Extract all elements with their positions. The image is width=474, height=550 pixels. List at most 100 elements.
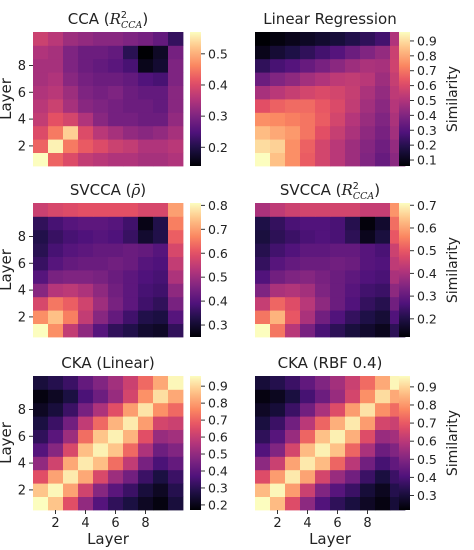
- heatmap-cell: [123, 310, 139, 324]
- heatmap-cell: [330, 376, 346, 390]
- heatmap-cell: [123, 32, 139, 46]
- heatmap-cell: [33, 72, 49, 86]
- heatmap-cell: [330, 32, 346, 46]
- heatmap-cell: [375, 376, 391, 390]
- heatmap-cell: [285, 72, 301, 86]
- heatmap-cell: [270, 296, 286, 311]
- heatmap-cell: [108, 270, 124, 284]
- heatmap-cell: [300, 152, 316, 167]
- heatmap-cell: [285, 216, 301, 231]
- heatmap-cell: [375, 496, 391, 511]
- heatmap-cell: [315, 270, 331, 284]
- heatmap-cell: [285, 229, 301, 244]
- heatmap-cell: [360, 45, 376, 60]
- heatmap-cell: [78, 152, 94, 167]
- colorbar-tick-label: 0.4: [208, 294, 228, 309]
- heatmap-cell: [108, 216, 124, 231]
- heatmap-cell: [168, 216, 184, 231]
- heatmap-cell: [138, 296, 154, 311]
- heatmap-cell: [123, 152, 139, 167]
- heatmap-cell: [93, 72, 109, 86]
- heatmap-cell: [48, 139, 64, 153]
- y-tick-label: 2: [18, 483, 26, 498]
- colorbar-label: Similarity: [445, 66, 461, 132]
- heatmap-cell: [63, 483, 79, 497]
- heatmap-cell: [48, 99, 64, 113]
- heatmap-cell: [108, 389, 124, 404]
- colorbar-tick-label: 0.6: [208, 246, 228, 261]
- heatmap-cell: [93, 323, 109, 338]
- heatmap-cell: [33, 99, 49, 113]
- heatmap-cell: [108, 45, 124, 60]
- heatmap-cell: [63, 443, 79, 457]
- heatmap-cell: [375, 443, 391, 457]
- heatmap-cell: [48, 45, 64, 60]
- heatmap-cell: [300, 496, 316, 511]
- heatmap-cell: [375, 32, 391, 46]
- heatmap-cell: [330, 443, 346, 457]
- heatmap-cell: [48, 429, 64, 444]
- heatmap-cell: [285, 443, 301, 457]
- heatmap-cell: [153, 243, 169, 257]
- heatmap-cell: [360, 310, 376, 324]
- heatmap-cell: [33, 376, 49, 390]
- heatmap-cell: [93, 270, 109, 284]
- heatmap-cell: [300, 483, 316, 497]
- heatmap-cell: [315, 376, 331, 390]
- heatmap-panel-2: Linear Regression0.10.20.30.40.50.60.70.…: [255, 10, 461, 168]
- heatmap-cell: [270, 416, 286, 430]
- heatmap-cell: [330, 85, 346, 100]
- heatmap-cell: [375, 469, 391, 484]
- heatmap-cell: [345, 32, 361, 46]
- heatmap-cell: [63, 112, 79, 127]
- heatmap-cell: [93, 32, 109, 46]
- x-tick-label: 2: [273, 516, 281, 531]
- heatmap-cell: [108, 256, 124, 271]
- heatmap-cell: [48, 58, 64, 73]
- heatmap-cell: [330, 139, 346, 153]
- heatmap-cell: [78, 389, 94, 404]
- x-axis-label: Layer: [309, 530, 352, 548]
- heatmap-cell: [108, 203, 124, 217]
- heatmap-cell: [360, 216, 376, 231]
- heatmap-cell: [300, 139, 316, 153]
- heatmap-cell: [33, 152, 49, 167]
- x-axis-label: Layer: [87, 530, 130, 548]
- heatmap-cell: [108, 323, 124, 338]
- heatmap-cell: [330, 58, 346, 73]
- heatmap-cell: [330, 203, 346, 217]
- heatmap-cell: [285, 32, 301, 46]
- heatmap-cell: [168, 389, 184, 404]
- heatmap-cell: [153, 45, 169, 60]
- heatmap-cell: [78, 58, 94, 73]
- heatmap-cell: [270, 376, 286, 390]
- heatmap-cell: [138, 402, 154, 417]
- heatmap-cell: [345, 296, 361, 311]
- heatmap-cell: [315, 416, 331, 430]
- heatmap-cell: [93, 229, 109, 244]
- heatmap-cell: [123, 256, 139, 271]
- heatmap-cell: [315, 483, 331, 497]
- heatmap-cell: [63, 376, 79, 390]
- heatmap-cell: [108, 429, 124, 444]
- heatmap-cell: [255, 270, 271, 284]
- colorbar: [399, 376, 410, 510]
- y-tick-label: 4: [18, 457, 26, 472]
- heatmap-cell: [270, 496, 286, 511]
- heatmap-cell: [78, 112, 94, 127]
- heatmap-cell: [108, 58, 124, 73]
- chart-title: Linear Regression: [263, 10, 396, 28]
- heatmap-cell: [255, 389, 271, 404]
- heatmap-cell: [153, 402, 169, 417]
- heatmap-cell: [330, 256, 346, 271]
- heatmap-cell: [270, 112, 286, 127]
- heatmap-cell: [255, 310, 271, 324]
- heatmap-cell: [93, 469, 109, 484]
- x-tick-label: 8: [363, 516, 371, 531]
- heatmap-cell: [153, 376, 169, 390]
- heatmap-cell: [93, 310, 109, 324]
- heatmap-cell: [78, 483, 94, 497]
- heatmap-cell: [285, 429, 301, 444]
- heatmap-cell: [255, 256, 271, 271]
